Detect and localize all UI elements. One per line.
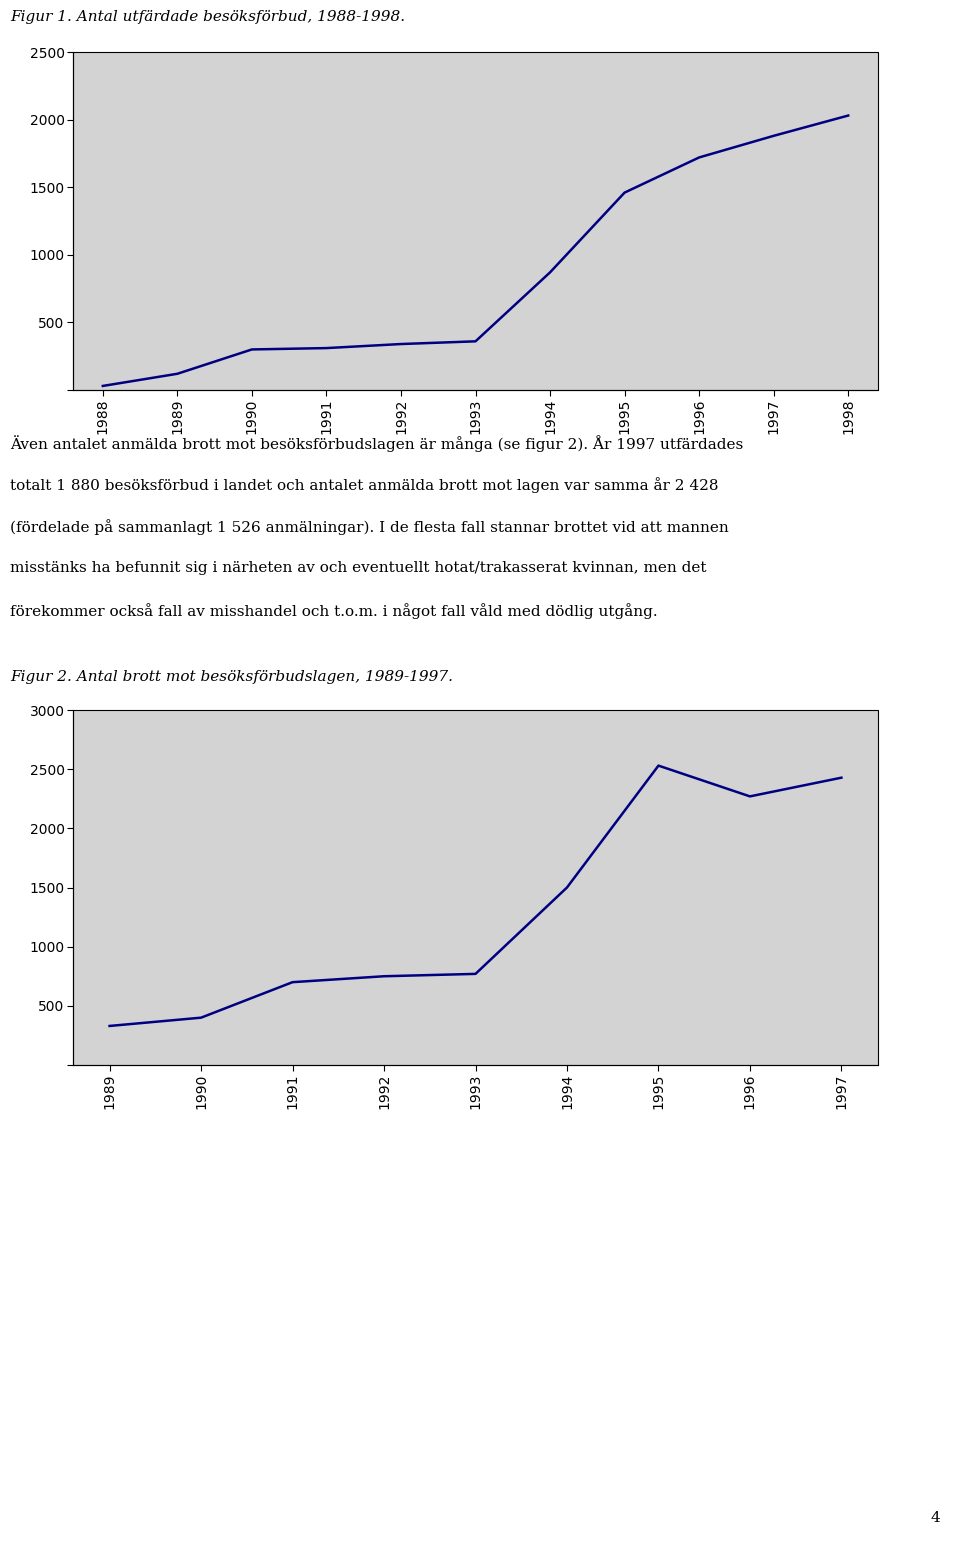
Text: totalt 1 880 besöksförbud i landet och antalet anmälda brott mot lagen var samma: totalt 1 880 besöksförbud i landet och a… [10,477,718,492]
Text: förekommer också fall av misshandel och t.o.m. i något fall våld med dödlig utgå: förekommer också fall av misshandel och … [10,603,658,619]
Text: (fördelade på sammanlagt 1 526 anmälningar). I de flesta fall stannar brottet vi: (fördelade på sammanlagt 1 526 anmälning… [10,518,729,535]
Text: misstänks ha befunnit sig i närheten av och eventuellt hotat/trakasserat kvinnan: misstänks ha befunnit sig i närheten av … [10,562,707,576]
Text: Figur 2. Antal brott mot besöksförbudslagen, 1989-1997.: Figur 2. Antal brott mot besöksförbudsla… [10,670,453,684]
Text: Figur 1. Antal utfärdade besöksförbud, 1988-1998.: Figur 1. Antal utfärdade besöksförbud, 1… [10,9,405,25]
Text: 4: 4 [930,1511,940,1524]
Text: Även antalet anmälda brott mot besöksförbudslagen är många (se figur 2). År 1997: Även antalet anmälda brott mot besöksför… [10,435,743,452]
